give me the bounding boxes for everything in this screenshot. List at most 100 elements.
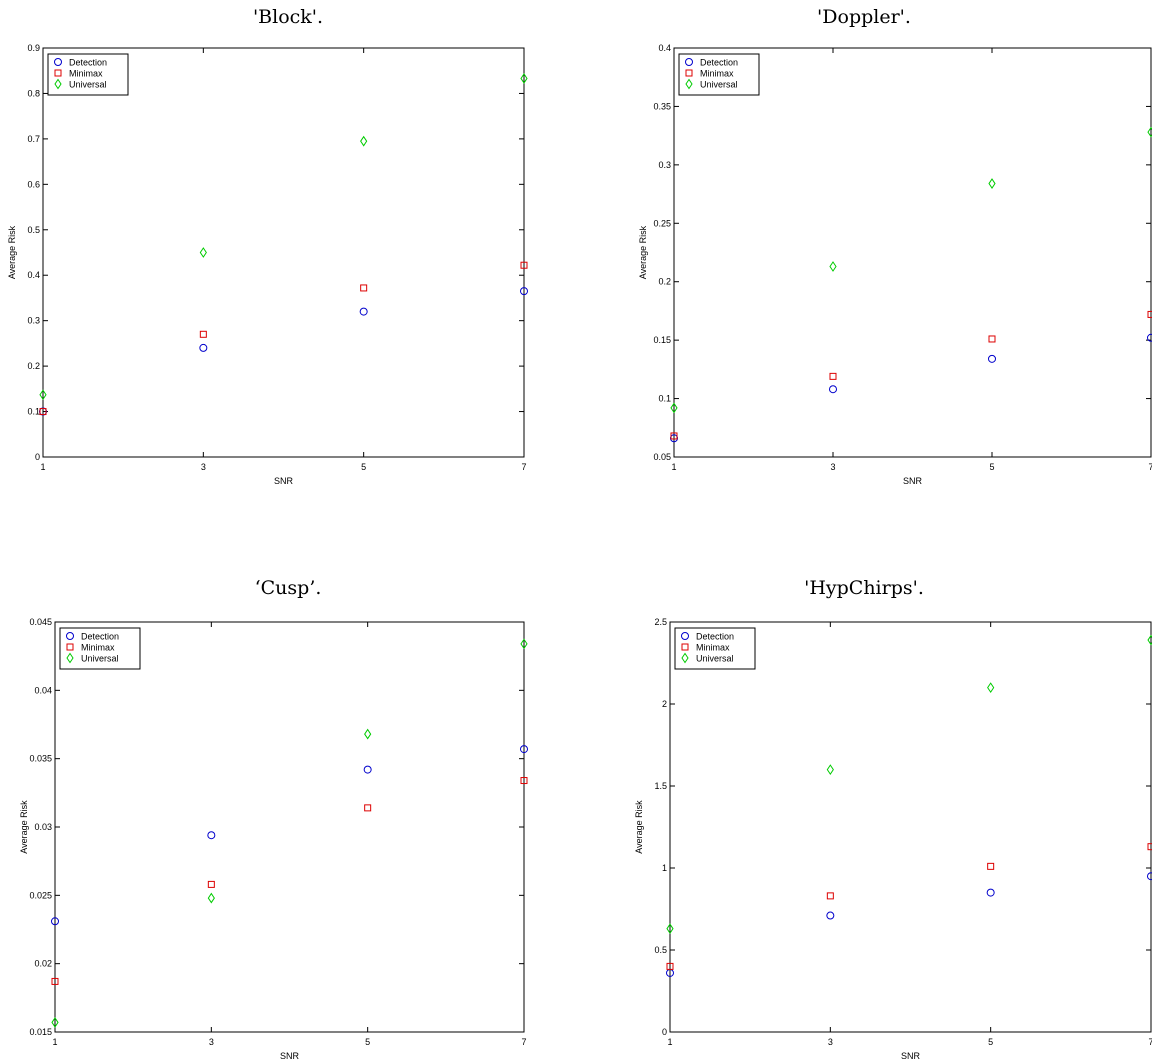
y-tick-label: 1.5	[654, 781, 667, 791]
y-tick-label: 2	[662, 699, 667, 709]
x-tick-label: 5	[361, 462, 366, 472]
scatter-plot: 0.015 0.02 0.025 0.03 0.035 0.04 0.045 1 3 5 7 SNR A…	[19, 617, 528, 1061]
legend-label: Universal	[696, 654, 734, 664]
data-point-detection	[51, 917, 59, 926]
y-tick-label: 0.05	[653, 452, 671, 462]
y-axis-label: Average Risk	[19, 800, 29, 854]
data-point-detection	[1147, 333, 1152, 342]
data-point-minimax	[360, 284, 368, 292]
x-tick-label: 3	[209, 1037, 214, 1047]
data-point-universal	[207, 892, 215, 904]
x-tick-label: 7	[521, 1037, 526, 1047]
y-tick-label: 0.9	[27, 43, 40, 53]
x-tick-label: 7	[521, 462, 526, 472]
data-point-universal	[1147, 634, 1152, 646]
data-point-detection	[363, 765, 372, 774]
x-tick-label: 5	[989, 462, 994, 472]
chart-panel-cusp: ‘Cusp’. 0.015 0.02 0.025 0.03 0.035 0.04 0.045…	[0, 531, 576, 1063]
y-tick-label: 0.025	[29, 890, 52, 900]
data-point-universal	[988, 178, 996, 189]
data-point-minimax	[51, 977, 59, 985]
y-tick-label: 0.15	[653, 335, 671, 345]
y-axis-label: Average Risk	[638, 225, 648, 279]
data-point-detection	[829, 385, 837, 394]
legend-label: Minimax	[696, 643, 730, 653]
y-tick-label: 0.35	[653, 101, 671, 111]
data-point-detection	[520, 745, 528, 754]
y-tick-label: 0.1	[27, 407, 40, 417]
x-axis-label: SNR	[280, 1051, 300, 1061]
x-tick-label: 3	[830, 462, 835, 472]
legend-label: Universal	[69, 80, 107, 90]
y-tick-label: 0.4	[658, 43, 671, 53]
data-point-universal	[520, 638, 528, 650]
y-tick-label: 0.4	[27, 270, 40, 280]
y-tick-label: 0.2	[658, 277, 671, 287]
x-axis-label: SNR	[903, 476, 923, 486]
y-tick-label: 0.04	[34, 685, 52, 695]
data-point-detection	[199, 343, 208, 352]
data-point-universal	[360, 135, 368, 147]
data-point-detection	[520, 287, 528, 296]
scatter-plot: 0.05 0.1 0.15 0.2 0.25 0.3 0.35 0.4 1 3 5 7 SNR Avera…	[638, 43, 1152, 486]
y-axis-label: Average Risk	[634, 800, 644, 854]
data-point-detection	[207, 831, 216, 840]
chart-panel-block: 'Block'. 0 0.1 0.2 0.3 0.4 0.5 0.6 0.7 0.8 0.9 1 3 5…	[0, 0, 576, 531]
data-point-universal	[987, 682, 995, 694]
x-tick-label: 1	[671, 462, 676, 472]
plot-frame	[673, 47, 1152, 458]
legend-marker-universal	[681, 652, 689, 664]
y-tick-label: 0.1	[658, 394, 671, 404]
y-tick-label: 0.25	[653, 218, 671, 228]
legend-marker-minimax	[681, 643, 689, 651]
x-tick-label: 7	[1148, 462, 1152, 472]
chart-title: 'Doppler'.	[817, 6, 911, 28]
y-tick-label: 0.5	[654, 945, 667, 955]
chart-title: 'Block'.	[252, 6, 324, 28]
data-point-minimax	[364, 804, 372, 812]
legend-marker-minimax	[54, 69, 62, 77]
y-tick-label: 1	[662, 863, 667, 873]
y-tick-label: 0.045	[29, 617, 52, 627]
y-tick-label: 0.035	[29, 754, 52, 764]
legend-marker-detection	[54, 58, 62, 66]
chart-title: ‘Cusp’.	[254, 577, 322, 599]
x-tick-label: 3	[201, 462, 206, 472]
data-point-universal	[670, 402, 678, 414]
data-point-minimax	[39, 408, 47, 416]
legend-marker-universal	[685, 78, 693, 90]
data-point-universal	[51, 1017, 59, 1028]
data-point-minimax	[988, 335, 996, 343]
x-tick-label: 1	[667, 1037, 672, 1047]
data-point-minimax	[826, 892, 834, 900]
y-tick-label: 0.3	[658, 160, 671, 170]
y-tick-label: 0.02	[34, 959, 52, 969]
data-point-universal	[1147, 126, 1152, 138]
legend-marker-minimax	[685, 69, 693, 77]
data-point-universal	[666, 923, 674, 935]
y-tick-label: 0.6	[27, 179, 40, 189]
legend-marker-universal	[66, 652, 74, 664]
y-tick-label: 0	[662, 1027, 667, 1037]
data-point-minimax	[1147, 310, 1152, 318]
legend-label: Minimax	[81, 643, 115, 653]
data-point-detection	[359, 307, 368, 316]
y-tick-label: 0.2	[27, 361, 40, 371]
data-point-minimax	[670, 432, 678, 440]
data-point-minimax	[829, 372, 837, 380]
scatter-plot: 0 0.1 0.2 0.3 0.4 0.5 0.6 0.7 0.8 0.9 1 3 5 7 SNR Avera…	[7, 43, 528, 486]
legend-label: Detection	[81, 632, 119, 642]
y-tick-label: 0.7	[27, 134, 40, 144]
chart-panel-hypchirps: 'HypChirps'. 0 0.5 1 1.5 2 2.5 1 3 5 7 SNR Average …	[576, 531, 1152, 1063]
data-point-detection	[986, 888, 995, 897]
x-axis-label: SNR	[901, 1051, 921, 1061]
legend-label: Detection	[700, 58, 738, 68]
data-point-universal	[829, 261, 837, 272]
legend-label: Universal	[81, 654, 119, 664]
plot-frame	[42, 47, 525, 458]
data-point-universal	[364, 728, 372, 740]
y-tick-label: 0.8	[27, 88, 40, 98]
legend-marker-minimax	[66, 643, 74, 651]
data-point-detection	[1147, 872, 1152, 881]
legend-marker-universal	[54, 78, 62, 90]
